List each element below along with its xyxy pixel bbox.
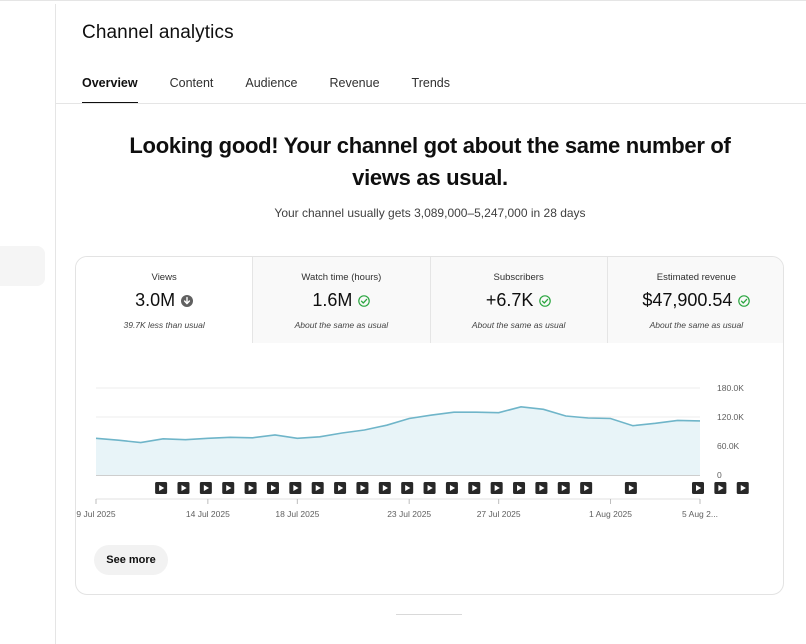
tab-audience[interactable]: Audience [245,76,298,90]
video-marker-icon[interactable] [714,482,727,494]
chart-area-fill [96,406,700,475]
metric-label: Estimated revenue [656,272,736,283]
x-tick-label: 14 Jul 2025 [186,509,230,519]
x-tick-label: 9 Jul 2025 [76,509,115,519]
metric-value: 3.0M [135,290,176,310]
metric-tabs: Views 3.0M 39.7K less than usual Watch t… [76,257,783,343]
check-circle-icon [738,294,751,307]
metric-estimated-revenue[interactable]: Estimated revenue $47,900.54 About the s… [607,257,783,343]
tab-revenue[interactable]: Revenue [329,76,380,90]
video-marker-icon[interactable] [177,482,190,494]
video-marker-icon[interactable] [334,482,347,494]
check-circle-icon [358,294,371,307]
metric-note: About the same as usual [471,320,566,330]
y-tick-label: 120.0K [717,412,744,422]
x-axis-ticks: 9 Jul 2025 14 Jul 2025 18 Jul 2025 23 Jul 2… [76,498,718,519]
video-marker-icon[interactable] [356,482,369,494]
scroll-indicator [396,614,462,615]
video-marker-icon[interactable] [222,482,235,494]
metric-watch-time[interactable]: Watch time (hours) 1.6M About the same a… [253,257,431,343]
metric-value-row: 3.0M [76,290,252,311]
y-axis-ticks: 180.0K 120.0K 60.0K 0 [717,383,744,480]
tabs-divider [56,103,806,104]
views-chart-area: 180.0K 120.0K 60.0K 0 9 Jul 2025 14 Jul 2025… [76,343,784,543]
page-title: Channel analytics [82,22,234,43]
metric-value: $47,900.54 [642,290,733,310]
tab-bar: Overview Content Audience Revenue Trends [82,74,482,104]
analytics-card: Views 3.0M 39.7K less than usual Watch t… [75,256,784,595]
video-markers [155,482,749,494]
video-marker-icon[interactable] [423,482,436,494]
video-marker-icon[interactable] [692,482,704,494]
video-marker-icon[interactable] [289,482,302,494]
video-marker-icon[interactable] [513,482,526,494]
y-tick-label: 60.0K [717,441,740,451]
video-marker-icon[interactable] [311,482,324,494]
tab-content[interactable]: Content [169,76,214,90]
x-tick-label: 23 Jul 2025 [387,509,431,519]
video-marker-icon[interactable] [490,482,503,494]
nav-rail-item-selected[interactable] [0,246,45,286]
metric-value: 1.6M [312,290,353,310]
video-marker-icon[interactable] [580,482,593,494]
video-marker-icon[interactable] [401,482,414,494]
metric-value-row: 1.6M [253,290,429,311]
video-marker-icon[interactable] [378,482,391,494]
summary-headline: Looking good! Your channel got about the… [129,133,731,190]
x-tick-label: 1 Aug 2025 [589,509,632,519]
video-marker-icon[interactable] [155,482,168,494]
metric-label: Views [151,272,177,283]
chart-series-line [95,405,701,444]
metric-value-row: +6.7K [431,290,607,311]
metric-note: About the same as usual [649,320,744,330]
metric-label: Subscribers [493,272,544,283]
tab-overview[interactable]: Overview [82,74,138,104]
left-nav-rail [0,4,56,644]
metric-label: Watch time (hours) [301,272,382,283]
top-border [0,0,806,4]
x-tick-label: 18 Jul 2025 [275,509,319,519]
video-marker-icon[interactable] [624,482,637,494]
video-marker-icon[interactable] [557,482,570,494]
metric-views[interactable]: Views 3.0M 39.7K less than usual [76,257,254,343]
video-marker-icon[interactable] [468,482,481,494]
video-marker-icon[interactable] [266,482,279,494]
metric-value-row: $47,900.54 [608,290,783,311]
y-tick-label: 180.0K [717,383,744,393]
see-more-button[interactable]: See more [94,545,168,575]
metric-subscribers[interactable]: Subscribers +6.7K About the same as usua… [430,257,608,343]
video-marker-icon[interactable] [445,482,458,494]
x-tick-label: 5 Aug 2... [682,509,718,519]
arrow-down-circle-icon [181,294,194,307]
summary-subline: Your channel usually gets 3,089,000–5,24… [274,206,586,220]
check-circle-icon [539,294,552,307]
video-marker-icon[interactable] [244,482,257,494]
video-marker-icon[interactable] [199,482,212,494]
tab-trends[interactable]: Trends [411,76,450,90]
video-marker-icon[interactable] [535,482,548,494]
y-tick-label: 0 [717,470,722,480]
views-chart[interactable]: 180.0K 120.0K 60.0K 0 9 Jul 2025 14 Jul 2025… [76,343,784,543]
metric-note: About the same as usual [294,320,389,330]
metric-value: +6.7K [485,290,534,310]
metric-note: 39.7K less than usual [123,320,205,330]
x-tick-label: 27 Jul 2025 [477,509,521,519]
video-marker-icon[interactable] [736,482,749,494]
